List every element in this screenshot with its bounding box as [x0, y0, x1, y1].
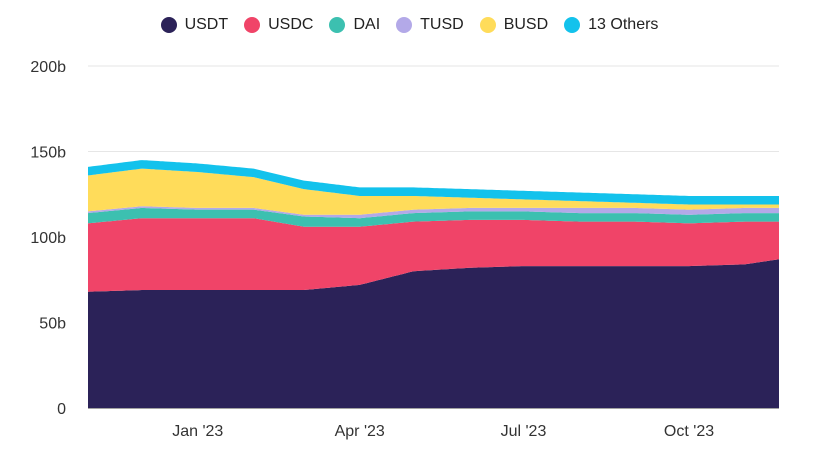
legend-label: USDC	[268, 16, 314, 33]
legend-label: BUSD	[503, 16, 549, 33]
x-tick-label: Oct '23	[664, 423, 714, 440]
y-tick-label: 150b	[30, 145, 66, 162]
series-area-dai[interactable]	[88, 207, 779, 227]
x-tick-label: Apr '23	[335, 423, 385, 440]
legend-swatch	[329, 17, 346, 33]
chart-legend: USDT USDC DAI TUSD BUSD 13 Others	[0, 16, 819, 34]
legend-swatch	[564, 17, 581, 33]
series-area-tusd[interactable]	[88, 206, 779, 219]
y-tick-label: 0	[57, 401, 66, 418]
legend-item[interactable]: DAI	[329, 16, 380, 34]
legend-item[interactable]: TUSD	[396, 16, 464, 34]
series-area-usdc[interactable]	[88, 218, 779, 292]
legend-item[interactable]: BUSD	[479, 16, 549, 34]
legend-swatch	[396, 17, 413, 33]
legend-item[interactable]: 13 Others	[564, 16, 658, 34]
y-tick-label: 200b	[30, 59, 66, 76]
legend-label: DAI	[353, 16, 381, 33]
series-area-usdt[interactable]	[88, 259, 779, 408]
y-tick-label: 100b	[30, 230, 66, 247]
legend-item[interactable]: USDC	[244, 16, 313, 34]
legend-item[interactable]: USDT	[160, 16, 229, 34]
legend-swatch	[479, 17, 496, 33]
x-tick-label: Jan '23	[172, 423, 223, 440]
legend-label: 13 Others	[588, 16, 659, 33]
legend-label: USDT	[184, 16, 229, 33]
legend-label: TUSD	[420, 16, 464, 33]
x-tick-label: Jul '23	[501, 423, 547, 440]
y-tick-label: 50b	[39, 316, 66, 333]
series-area-busd[interactable]	[88, 168, 779, 215]
legend-swatch	[244, 17, 261, 33]
legend-swatch	[160, 17, 177, 33]
series-area-13-others[interactable]	[88, 160, 779, 205]
